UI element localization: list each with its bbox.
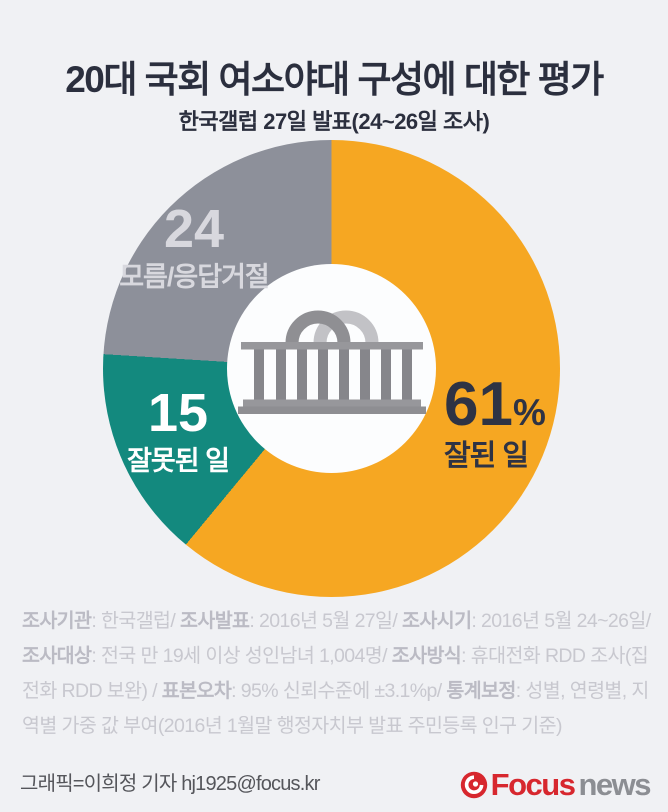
focus-news-logo: Focus news xyxy=(460,767,651,803)
segment-value: 61% xyxy=(444,370,546,439)
note-label: 통계보정 xyxy=(446,680,516,702)
note-text: : 전국 만 19세 이상 성인남녀 1,004명/ xyxy=(91,645,392,667)
note-text: : 95% 신뢰수준에 ±3.1%p/ xyxy=(231,680,447,702)
survey-methodology-notes: 조사기관: 한국갤럽/ 조사발표: 2016년 5월 27일/ 조사시기: 20… xyxy=(22,604,656,744)
note-label: 조사시기 xyxy=(402,610,472,632)
note-text: : 2016년 5월 24~26일/ xyxy=(471,610,651,632)
segment-name: 모름/응답거절 xyxy=(119,262,270,292)
segment-value: 15 xyxy=(147,383,209,443)
focus-news-swirl-icon xyxy=(460,771,487,799)
note-label: 조사방식 xyxy=(391,645,462,667)
note-text: : 휴대전화 RDD 조사(집전화 RDD 보완) / xyxy=(22,645,649,702)
donut-hole xyxy=(227,264,436,473)
logo-text-focus: Focus xyxy=(490,767,576,802)
note-label: 조사발표 xyxy=(180,610,250,632)
percent-sign: % xyxy=(512,392,546,433)
note-label: 조사기관 xyxy=(22,610,92,632)
note-text: : 2016년 5월 27일/ xyxy=(249,610,403,632)
columns xyxy=(254,349,412,400)
note-label: 조사대상 xyxy=(22,645,92,667)
note-text: : 성별, 연령별, 지역별 가중 값 부여(2016년 1월말 행정자치부 발… xyxy=(22,680,649,737)
base-upper-bar xyxy=(243,399,421,407)
dome-arch-left xyxy=(285,310,351,344)
note-label: 표본오차 xyxy=(161,680,232,702)
segment-value: 24 xyxy=(163,199,225,259)
segment-label-good: 61% 잘된 일 xyxy=(444,374,546,471)
page-title: 20대 국회 여소야대 구성에 대한 평가 xyxy=(65,58,604,100)
base-lower-bar xyxy=(238,406,426,414)
segment-label-undecided: 24 모름/응답거절 xyxy=(104,202,284,291)
segment-label-bad: 15 잘못된 일 xyxy=(88,386,268,475)
national-assembly-building-icon xyxy=(238,310,426,414)
logo-text-news: news xyxy=(578,767,651,802)
segment-name: 잘못된 일 xyxy=(127,446,230,476)
page-subtitle: 한국갤럽 27일 발표(24~26일 조사) xyxy=(178,109,490,134)
graphic-credit: 그래픽=이희정 기자 hj1925@focus.kr xyxy=(20,773,320,795)
segment-name: 잘된 일 xyxy=(444,440,529,472)
roof-bar xyxy=(241,342,423,350)
dome-arch-right xyxy=(313,310,379,344)
note-text: : 한국갤럽/ xyxy=(91,610,181,632)
